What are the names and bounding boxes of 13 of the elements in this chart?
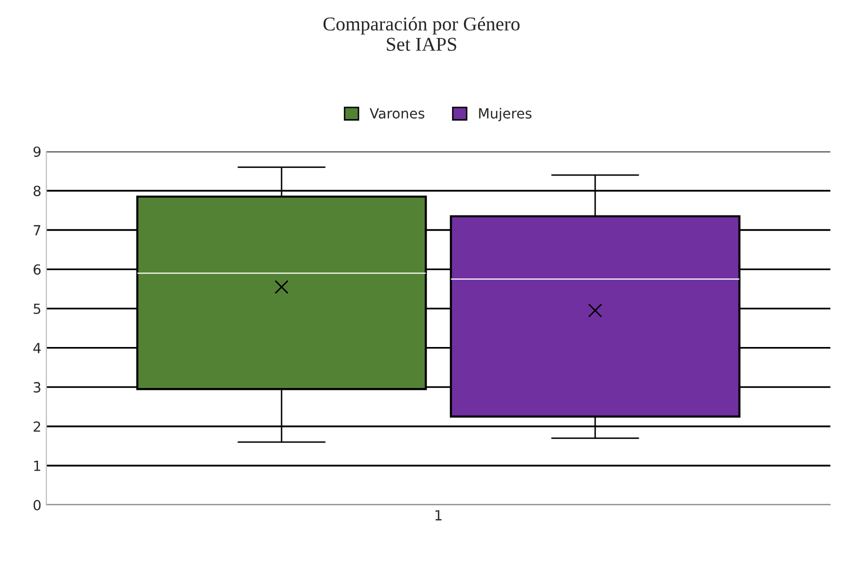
legend-label: Mujeres — [479, 108, 532, 122]
y-tick-label: 3 — [34, 382, 40, 393]
y-tick-label: 6 — [34, 264, 41, 275]
chart-title: Comparación por Género Set IAPS — [323, 16, 520, 51]
y-tick-label: 2 — [34, 421, 40, 432]
y-tick-label: 0 — [34, 500, 41, 510]
y-tick-label: 1 — [34, 460, 40, 471]
y-tick-label: 9 — [34, 146, 41, 157]
y-tick-label: 8 — [34, 186, 41, 196]
y-tick-label: 4 — [33, 342, 41, 354]
y-tick-label: 5 — [34, 304, 40, 314]
legend-label: Varones — [370, 108, 424, 119]
y-tick-label: 7 — [34, 225, 40, 236]
